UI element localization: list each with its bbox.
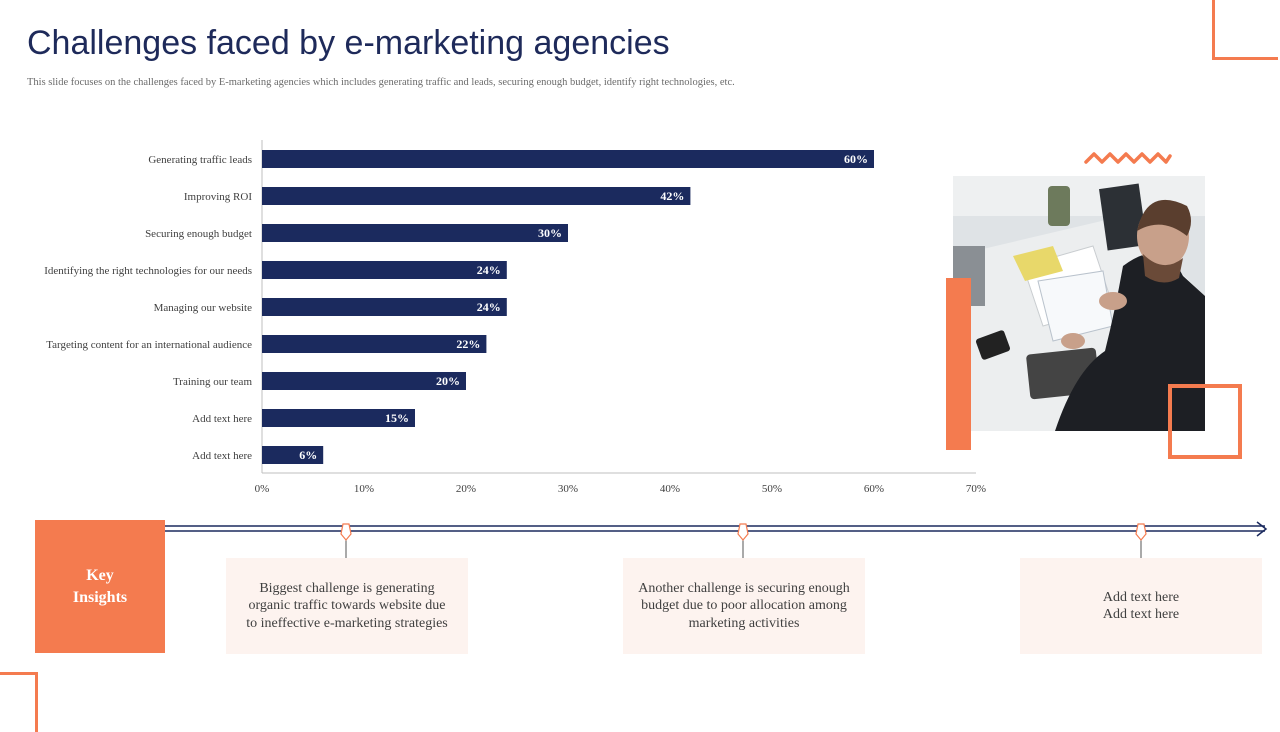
data-label: 6% [299, 448, 317, 462]
bar [262, 409, 415, 427]
category-label: Managing our website [154, 302, 252, 314]
office-photo [953, 176, 1205, 431]
x-tick-label: 60% [864, 483, 884, 495]
category-label: Identifying the right technologies for o… [44, 265, 252, 277]
bar [262, 335, 487, 353]
data-label: 20% [436, 374, 460, 388]
category-label: Improving ROI [184, 191, 252, 203]
insight-line: Add text here [1102, 607, 1180, 622]
data-label: 30% [538, 226, 562, 240]
bar-chart: Generating traffic leads 60% Improving ROI… [44, 140, 986, 495]
x-tick-label: 30% [558, 483, 578, 495]
category-label: Add text here [192, 413, 252, 425]
corner-decoration-bottom-left [0, 672, 38, 732]
category-label: Add text here [192, 450, 252, 462]
bar [262, 187, 691, 205]
zigzag-decoration [1084, 152, 1172, 164]
slide-subtitle: This slide focuses on the challenges fac… [27, 77, 735, 88]
category-label: Generating traffic leads [148, 154, 252, 166]
x-tick-label: 20% [456, 483, 476, 495]
x-tick-label: 10% [354, 483, 374, 495]
data-label: 42% [660, 189, 684, 203]
insight-line: Add text here [1102, 589, 1180, 605]
x-tick-label: 0% [255, 483, 270, 495]
x-tick-label: 50% [762, 483, 782, 495]
category-label: Targeting content for an international a… [46, 339, 252, 351]
slide-title: Challenges faced by e-marketing agencies [27, 24, 670, 62]
insight-line: organic traffic towards website due [248, 598, 446, 614]
insight-line: marketing activities [688, 615, 800, 631]
data-label: 24% [477, 300, 501, 314]
insight-line: Another challenge is securing enough [638, 580, 850, 596]
key-insights-label: Key Insights [72, 566, 128, 606]
bar [262, 372, 466, 390]
pin-icon [340, 523, 352, 558]
data-label: 24% [477, 263, 501, 277]
insight-card-1: Biggest challenge is generating organic … [226, 558, 468, 654]
data-label: 60% [844, 152, 868, 166]
bar [262, 446, 324, 464]
corner-decoration-top-right [1212, 0, 1278, 60]
key-insights-box: Key Insights [35, 520, 165, 653]
category-label: Securing enough budget [145, 228, 252, 240]
insight-line: budget due to poor allocation among [641, 598, 847, 614]
bar [262, 224, 568, 242]
insight-card-2: Another challenge is securing enough bud… [623, 558, 865, 654]
x-tick-label: 40% [660, 483, 680, 495]
data-label: 15% [385, 411, 409, 425]
bar [262, 261, 507, 279]
arrow-right-icon [1256, 521, 1268, 537]
insight-line: to ineffective e-marketing strategies [246, 615, 448, 631]
insight-card-3: Add text here Add text here [1020, 558, 1262, 654]
bar [262, 150, 874, 168]
data-label: 22% [456, 337, 480, 351]
x-tick-label: 70% [966, 483, 986, 495]
pin-icon [1135, 523, 1147, 558]
timeline [165, 521, 1268, 558]
pin-icon [737, 523, 749, 558]
accent-square [1168, 384, 1242, 459]
category-label: Training our team [173, 376, 252, 388]
insight-line: Biggest challenge is generating [259, 580, 435, 596]
bar [262, 298, 507, 316]
accent-bar [946, 278, 971, 450]
